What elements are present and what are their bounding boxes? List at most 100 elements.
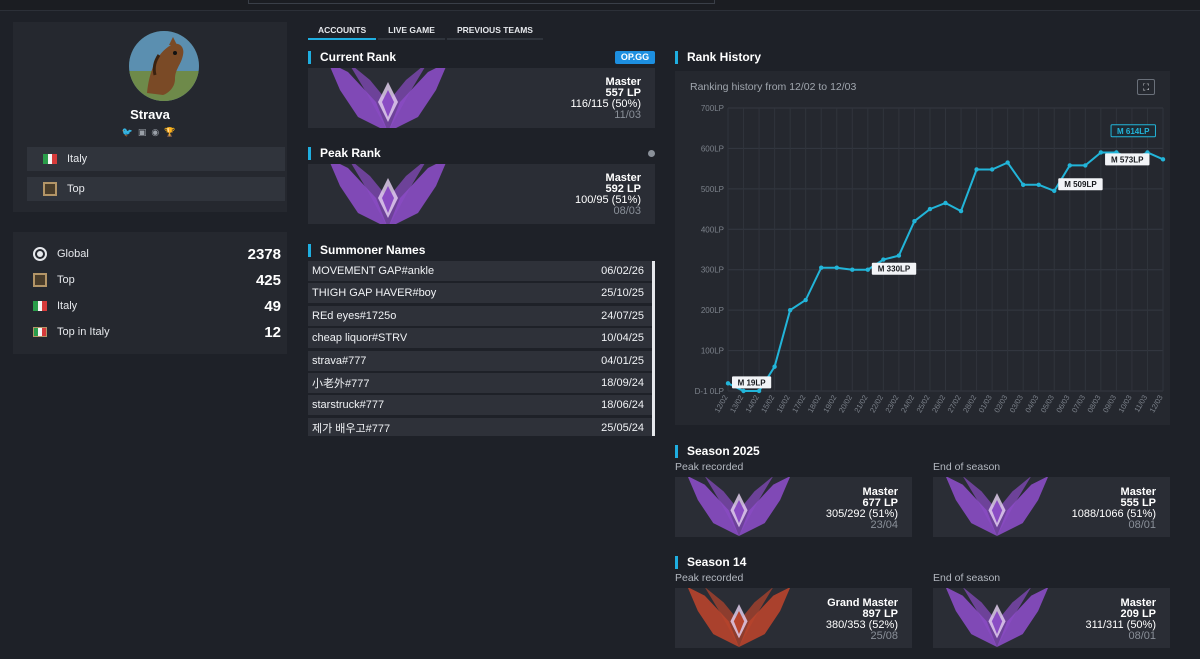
x-tick-label: 15/02: [759, 394, 776, 415]
data-point: [725, 381, 731, 386]
chart-subtitle: Ranking history from 12/02 to 12/03: [690, 81, 857, 93]
x-tick-label: 05/03: [1039, 394, 1056, 415]
rank-lp: 677 LP: [862, 497, 898, 509]
player-name: Strava: [130, 107, 170, 122]
list-item: MOVEMENT GAP#ankle 06/02/26: [308, 261, 652, 281]
rank-tier: Master: [1120, 486, 1156, 498]
y-tick-label: 300LP: [701, 266, 724, 275]
data-point: [803, 297, 808, 303]
season-14-peak-panel: Grand Master 897 LP 380/353 (52%) 25/08: [675, 588, 912, 648]
x-tick-label: 23/02: [883, 394, 900, 415]
data-point: [974, 167, 979, 172]
globe-icon: [33, 247, 47, 261]
season-rank-text: Master 677 LP 305/292 (51%) 23/04: [826, 487, 898, 531]
search-bar[interactable]: [248, 0, 715, 4]
rank-history-title: Rank History: [675, 49, 761, 65]
ladder-label: Italy: [57, 300, 78, 312]
grandmaster-emblem-icon: [679, 588, 799, 648]
peak-rank-title: Peak Rank: [308, 145, 381, 161]
season-14-title: Season 14: [675, 554, 746, 570]
y-tick-label: 100LP: [701, 347, 724, 356]
rank-lp: 592 LP: [605, 183, 641, 195]
rank-date: 08/03: [613, 205, 641, 217]
opgg-badge[interactable]: OP.GG: [615, 51, 655, 64]
data-point: [989, 167, 995, 172]
x-tick-label: 18/02: [806, 394, 823, 415]
summoner-names-list[interactable]: MOVEMENT GAP#ankle 06/02/26 THIGH GAP HAV…: [308, 261, 655, 436]
x-tick-label: 25/02: [915, 394, 932, 415]
italy-flag-icon: [43, 154, 58, 164]
x-tick-label: 04/03: [1023, 394, 1040, 415]
end-of-season-label: End of season: [933, 461, 1001, 473]
data-point: [741, 388, 746, 394]
summoner-date: 18/06/24: [601, 399, 644, 412]
tab-live-game[interactable]: LIVE GAME: [378, 20, 445, 40]
list-item: THIGH GAP HAVER#boy 25/10/25: [308, 283, 652, 304]
summoner-date: 18/09/24: [601, 376, 644, 389]
data-point: [1005, 160, 1010, 165]
rank-tier: Master: [862, 486, 898, 498]
x-tick-label: 08/03: [1085, 394, 1102, 415]
peak-recorded-label: Peak recorded: [675, 572, 744, 584]
data-point: [1036, 182, 1041, 188]
ladder-row-italy: Italy 49: [33, 296, 281, 316]
rank-tier: Grand Master: [827, 597, 898, 609]
point-annotation-box: [732, 376, 772, 389]
end-of-season-label: End of season: [933, 572, 1001, 584]
ladder-value: 49: [264, 297, 281, 315]
y-tick-label: 600LP: [701, 144, 724, 153]
master-emblem-icon: [679, 477, 799, 537]
master-emblem-icon: [318, 164, 458, 224]
x-tick-label: 03/03: [1008, 394, 1025, 415]
rank-history-chart: Ranking history from 12/02 to 12/03 ⛶ D-…: [675, 71, 1170, 425]
current-rank-text: Master 557 LP 116/115 (50%) 11/03: [570, 77, 641, 121]
role-label: Top: [67, 183, 85, 195]
point-annotation-box: [1110, 124, 1156, 138]
data-point: [1098, 150, 1104, 155]
expand-icon[interactable]: ⛶: [1137, 79, 1155, 95]
twitter-icon[interactable]: 🐦: [121, 127, 136, 137]
trophy-icon[interactable]: 🏆: [164, 127, 179, 137]
x-tick-label: 11/03: [1132, 394, 1149, 414]
list-item: strava#777 04/01/25: [308, 350, 652, 371]
master-emblem-icon: [937, 588, 1057, 648]
data-point: [927, 206, 933, 212]
season-2025-title: Season 2025: [675, 443, 760, 459]
ladder-label: Global: [57, 248, 89, 260]
point-annotation-box: [1058, 178, 1103, 191]
tab-previous-teams[interactable]: PREVIOUS TEAMS: [446, 20, 543, 40]
ladder-row-global: Global 2378: [33, 244, 281, 264]
top-role-icon: [43, 182, 57, 196]
x-tick-label: 16/02: [775, 394, 792, 415]
summoner-date: 06/02/26: [601, 265, 644, 277]
tab-accounts[interactable]: ACCOUNTS: [308, 20, 377, 40]
summoner-date: 24/07/25: [601, 309, 644, 322]
data-point: [881, 257, 886, 262]
summoner-name: cheap liquor#STRV: [312, 332, 408, 345]
ladder-row-top: Top 425: [33, 270, 281, 290]
rank-winloss: 380/353 (52%): [825, 619, 898, 631]
season-14-end-panel: Master 209 LP 311/311 (50%) 08/01: [933, 588, 1170, 648]
data-point: [1052, 188, 1057, 194]
tab-bar: ACCOUNTS LIVE GAME PREVIOUS TEAMS: [308, 20, 545, 40]
rank-date: 11/03: [614, 109, 641, 121]
twitch-icon[interactable]: ▣: [137, 127, 150, 137]
rank-winloss: 311/311 (50%): [1085, 619, 1156, 631]
point-annotation-label: M 573LP: [1111, 155, 1144, 164]
rank-tier: Master: [605, 172, 641, 184]
summoner-name: 제가 배우고#777: [312, 422, 391, 435]
ladder-value: 2378: [247, 245, 281, 263]
x-tick-label: 22/02: [868, 394, 885, 415]
x-tick-label: 17/02: [790, 394, 807, 415]
x-tick-label: 19/02: [821, 394, 838, 415]
list-item: 제가 배우고#777 25/05/24: [308, 417, 652, 436]
x-tick-label: 13/02: [728, 394, 745, 415]
discord-icon[interactable]: ◉: [151, 127, 163, 137]
rank-tier: Master: [1120, 597, 1156, 609]
peak-rank-text: Master 592 LP 100/95 (51%) 08/03: [575, 173, 641, 217]
top-bar: [0, 0, 1200, 11]
x-tick-label: 10/03: [1116, 394, 1133, 415]
rank-date: 23/04: [870, 519, 898, 531]
info-icon[interactable]: [648, 150, 655, 157]
season-rank-text: Master 209 LP 311/311 (50%) 08/01: [1085, 598, 1156, 642]
